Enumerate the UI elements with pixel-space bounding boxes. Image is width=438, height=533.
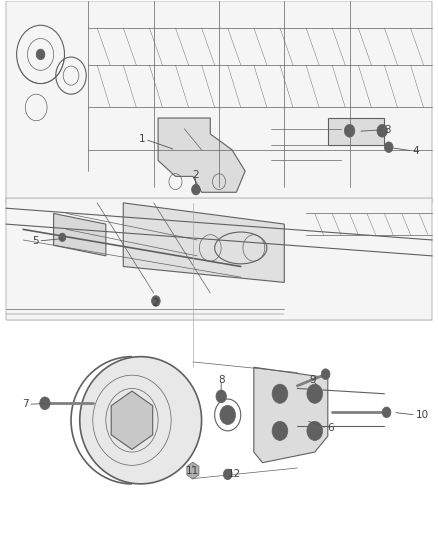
Text: 12: 12 <box>228 470 241 479</box>
Text: 8: 8 <box>218 375 225 385</box>
Text: 1: 1 <box>138 134 145 144</box>
Polygon shape <box>53 214 106 256</box>
Text: 2: 2 <box>192 171 198 180</box>
Circle shape <box>272 421 288 440</box>
Polygon shape <box>6 2 432 203</box>
Circle shape <box>377 124 388 137</box>
Polygon shape <box>158 118 245 192</box>
Circle shape <box>59 233 66 241</box>
Circle shape <box>307 384 322 403</box>
Circle shape <box>152 296 160 306</box>
Text: 11: 11 <box>186 466 200 475</box>
Polygon shape <box>111 391 153 449</box>
Text: 7: 7 <box>22 399 28 409</box>
Text: 9: 9 <box>309 375 316 385</box>
Circle shape <box>223 469 232 480</box>
Circle shape <box>272 384 288 403</box>
Circle shape <box>191 184 200 195</box>
Text: 6: 6 <box>327 423 334 433</box>
Circle shape <box>40 397 50 410</box>
Polygon shape <box>6 198 432 319</box>
Circle shape <box>220 406 236 424</box>
Circle shape <box>216 390 226 403</box>
Text: 4: 4 <box>413 146 419 156</box>
Polygon shape <box>254 367 328 463</box>
Text: 5: 5 <box>32 236 39 246</box>
Circle shape <box>382 407 391 418</box>
Polygon shape <box>80 357 201 484</box>
Text: 2: 2 <box>152 297 159 308</box>
Polygon shape <box>328 118 385 144</box>
Polygon shape <box>123 203 284 282</box>
Circle shape <box>385 142 393 152</box>
Circle shape <box>344 124 355 137</box>
Circle shape <box>36 49 45 60</box>
Text: 3: 3 <box>385 125 391 135</box>
Polygon shape <box>187 462 199 479</box>
Circle shape <box>307 421 322 440</box>
Text: 10: 10 <box>416 410 429 420</box>
Circle shape <box>321 369 330 379</box>
